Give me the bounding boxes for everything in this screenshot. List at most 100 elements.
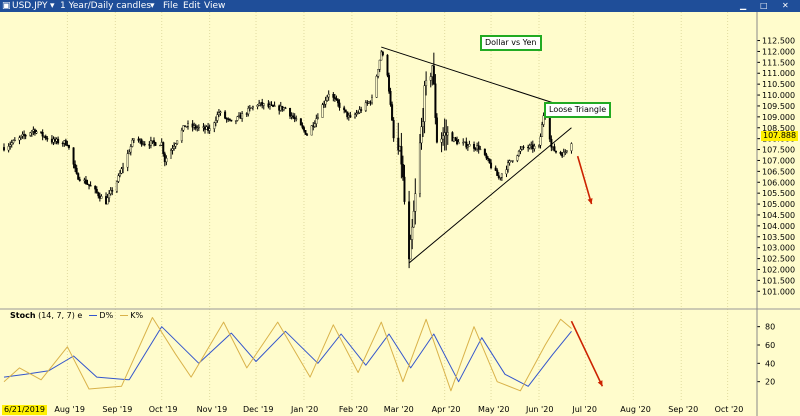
candle-body bbox=[485, 154, 488, 159]
x-tick-label: Jun '20 bbox=[525, 405, 553, 414]
x-tick-label: Sep '19 bbox=[102, 405, 132, 414]
candle-body bbox=[24, 135, 27, 137]
candles bbox=[3, 49, 573, 269]
candle-body bbox=[95, 189, 98, 193]
x-tick-label: Sep '20 bbox=[668, 405, 698, 414]
candle-body bbox=[64, 140, 67, 146]
candle-body bbox=[143, 143, 146, 146]
candle-body bbox=[519, 149, 522, 152]
candle-body bbox=[57, 138, 60, 144]
candle-body bbox=[434, 83, 437, 118]
candle-body bbox=[333, 97, 336, 99]
candle-body bbox=[152, 140, 155, 143]
candle-body bbox=[516, 155, 519, 161]
candle-body bbox=[401, 164, 404, 178]
candle-body bbox=[409, 239, 412, 260]
candle-body bbox=[353, 114, 356, 118]
stoch-tick-label: 20 bbox=[765, 378, 775, 387]
symbol-dropdown-icon[interactable]: ▾ bbox=[50, 1, 55, 11]
stoch-tick-label: 80 bbox=[765, 323, 775, 332]
menu-edit[interactable]: Edit bbox=[183, 1, 201, 11]
candle-body bbox=[131, 139, 134, 147]
candle-body bbox=[528, 145, 531, 149]
minimize-icon[interactable]: ▁ bbox=[740, 1, 747, 10]
candle-body bbox=[132, 138, 135, 141]
candle-body bbox=[488, 158, 491, 164]
candle-body bbox=[323, 103, 326, 106]
candle-body bbox=[533, 146, 536, 150]
candle-body bbox=[564, 151, 567, 153]
stoch-down-arrow bbox=[570, 320, 604, 387]
x-tick-label: Oct '20 bbox=[715, 405, 744, 414]
price-tick-label: 105.500 bbox=[762, 189, 795, 198]
timeframe-selector[interactable]: 1 Year/Daily candles bbox=[60, 1, 151, 11]
candle-body bbox=[403, 176, 406, 202]
candle-body bbox=[423, 85, 426, 122]
candle-body bbox=[250, 107, 253, 109]
title-bar: ▣ USD.JPY ▾ 1 Year/Daily candles ▾ File … bbox=[0, 0, 800, 12]
x-tick-label: Jan '20 bbox=[290, 405, 318, 414]
timeframe-dropdown-icon[interactable]: ▾ bbox=[150, 1, 155, 11]
candle-body bbox=[473, 144, 476, 149]
candle-body bbox=[149, 140, 152, 146]
candle-body bbox=[128, 151, 131, 154]
candle-body bbox=[173, 146, 176, 149]
candle-body bbox=[422, 121, 425, 127]
price-tick-label: 106.500 bbox=[762, 167, 795, 176]
candle-body bbox=[108, 193, 111, 199]
candle-body bbox=[494, 167, 497, 171]
candle-body bbox=[224, 111, 227, 119]
candle-body bbox=[197, 126, 200, 129]
candle-body bbox=[126, 153, 129, 168]
candle-body bbox=[446, 132, 449, 136]
candle-body bbox=[75, 167, 78, 174]
legend-k-swatch bbox=[119, 315, 128, 316]
price-grid bbox=[66, 12, 729, 402]
candle-body bbox=[10, 142, 13, 146]
price-tick-label: 102.000 bbox=[762, 265, 795, 274]
x-tick-label: May '20 bbox=[478, 405, 509, 414]
x-start-date: 6/21/2019 bbox=[2, 405, 48, 415]
candle-body bbox=[496, 170, 499, 176]
x-tick-label: Nov '19 bbox=[197, 405, 228, 414]
candle-body bbox=[400, 146, 403, 165]
candle-body bbox=[505, 169, 508, 175]
stoch-title: Stoch bbox=[10, 311, 36, 320]
x-tick-label: Mar '20 bbox=[384, 405, 414, 414]
candle-body bbox=[247, 108, 250, 115]
symbol-selector[interactable]: USD.JPY bbox=[12, 1, 48, 11]
x-tick-label: Dec '19 bbox=[243, 405, 273, 414]
candle-body bbox=[228, 118, 231, 121]
candle-body bbox=[23, 134, 26, 136]
candle-body bbox=[9, 144, 12, 147]
candle-body bbox=[316, 117, 319, 119]
candle-body bbox=[392, 120, 395, 139]
candle-body bbox=[256, 104, 259, 107]
legend-d-swatch bbox=[88, 315, 97, 316]
candle-body bbox=[520, 146, 523, 150]
candle-body bbox=[304, 130, 307, 135]
x-tick-label: Feb '20 bbox=[339, 405, 368, 414]
candle-body bbox=[196, 127, 199, 129]
menu-file[interactable]: File bbox=[163, 1, 179, 11]
candle-body bbox=[30, 131, 33, 133]
candle-body bbox=[273, 105, 276, 107]
maximize-icon[interactable]: □ bbox=[760, 1, 768, 10]
candle-body bbox=[169, 150, 172, 159]
candle-body bbox=[284, 107, 287, 109]
candle-body bbox=[194, 125, 197, 129]
candle-body bbox=[380, 51, 383, 61]
close-icon[interactable]: ✕ bbox=[782, 1, 789, 10]
last-price-tag: 107.888 bbox=[761, 131, 799, 141]
candle-body bbox=[216, 114, 219, 121]
candle-body bbox=[7, 146, 10, 151]
candle-body bbox=[553, 146, 556, 152]
menu-view[interactable]: View bbox=[204, 1, 226, 11]
candle-body bbox=[122, 166, 125, 170]
candle-body bbox=[230, 119, 233, 122]
candle-body bbox=[140, 139, 143, 145]
candle-body bbox=[355, 113, 358, 115]
candle-body bbox=[335, 98, 338, 100]
price-tick-label: 109.000 bbox=[762, 113, 795, 122]
